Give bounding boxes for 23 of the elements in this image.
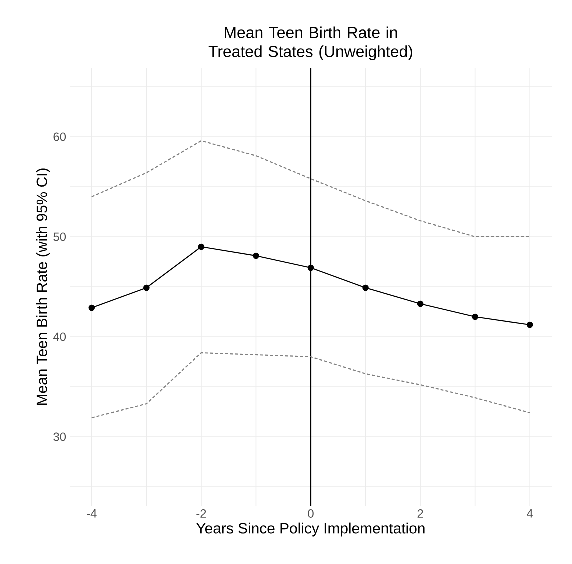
point bbox=[144, 284, 150, 292]
x-tick-label: 4 bbox=[527, 510, 534, 518]
x-tick-label: -2 bbox=[196, 510, 206, 518]
y-axis-title: Mean Teen Birth Rate (with 95% CI) bbox=[36, 168, 50, 405]
x-axis-title: Years Since Policy Implementation bbox=[196, 522, 425, 537]
chart-title: Mean Teen Birth Rate in Treated States (Unweighted) bbox=[208, 26, 412, 60]
x-tick-label: 0 bbox=[308, 510, 314, 518]
y-tick-label: 30 bbox=[54, 432, 66, 442]
x-tick-label: 2 bbox=[418, 510, 424, 518]
point bbox=[198, 244, 205, 250]
y-tick-label: 40 bbox=[53, 332, 66, 342]
point bbox=[472, 314, 478, 320]
y-tick-label: 50 bbox=[54, 232, 66, 242]
point bbox=[417, 300, 424, 308]
point bbox=[88, 304, 96, 312]
point bbox=[526, 322, 534, 328]
line-series bbox=[91, 140, 531, 238]
point bbox=[253, 252, 260, 260]
line-series bbox=[91, 352, 531, 419]
point bbox=[362, 284, 369, 292]
x-tick-label: -4 bbox=[87, 510, 97, 518]
point bbox=[308, 264, 314, 272]
y-tick-label: 60 bbox=[54, 132, 66, 142]
